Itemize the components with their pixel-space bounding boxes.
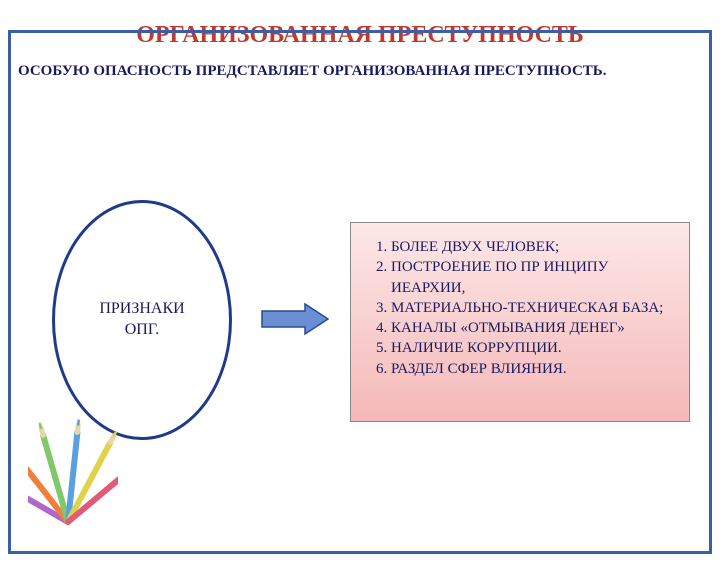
- ellipse-label-line2: ОПГ.: [125, 321, 160, 338]
- list-item: НАЛИЧИЕ КОРРУПЦИИ.: [391, 338, 671, 358]
- list-item: БОЛЕЕ ДВУХ ЧЕЛОВЕК;: [391, 237, 671, 257]
- list-item: РАЗДЕЛ СФЕР ВЛИЯНИЯ.: [391, 359, 671, 379]
- list-item: МАТЕРИАЛЬНО-ТЕХНИЧЕСКАЯ БАЗА;: [391, 298, 671, 318]
- ellipse-label: ПРИЗНАКИ ОПГ.: [99, 299, 184, 341]
- signs-ellipse: ПРИЗНАКИ ОПГ.: [52, 200, 232, 440]
- pencils-icon: [28, 412, 118, 532]
- features-listbox: БОЛЕЕ ДВУХ ЧЕЛОВЕК; ПОСТРОЕНИЕ ПО ПР ИНЦ…: [350, 222, 690, 422]
- arrow-shape: [262, 304, 328, 334]
- ellipse-label-line1: ПРИЗНАКИ: [99, 300, 184, 317]
- list-item: ПОСТРОЕНИЕ ПО ПР ИНЦИПУ ИЕАРХИИ,: [391, 257, 671, 298]
- list-item: КАНАЛЫ «ОТМЫВАНИЯ ДЕНЕГ»: [391, 318, 671, 338]
- features-list: БОЛЕЕ ДВУХ ЧЕЛОВЕК; ПОСТРОЕНИЕ ПО ПР ИНЦ…: [369, 237, 671, 379]
- arrow-icon: [260, 302, 330, 336]
